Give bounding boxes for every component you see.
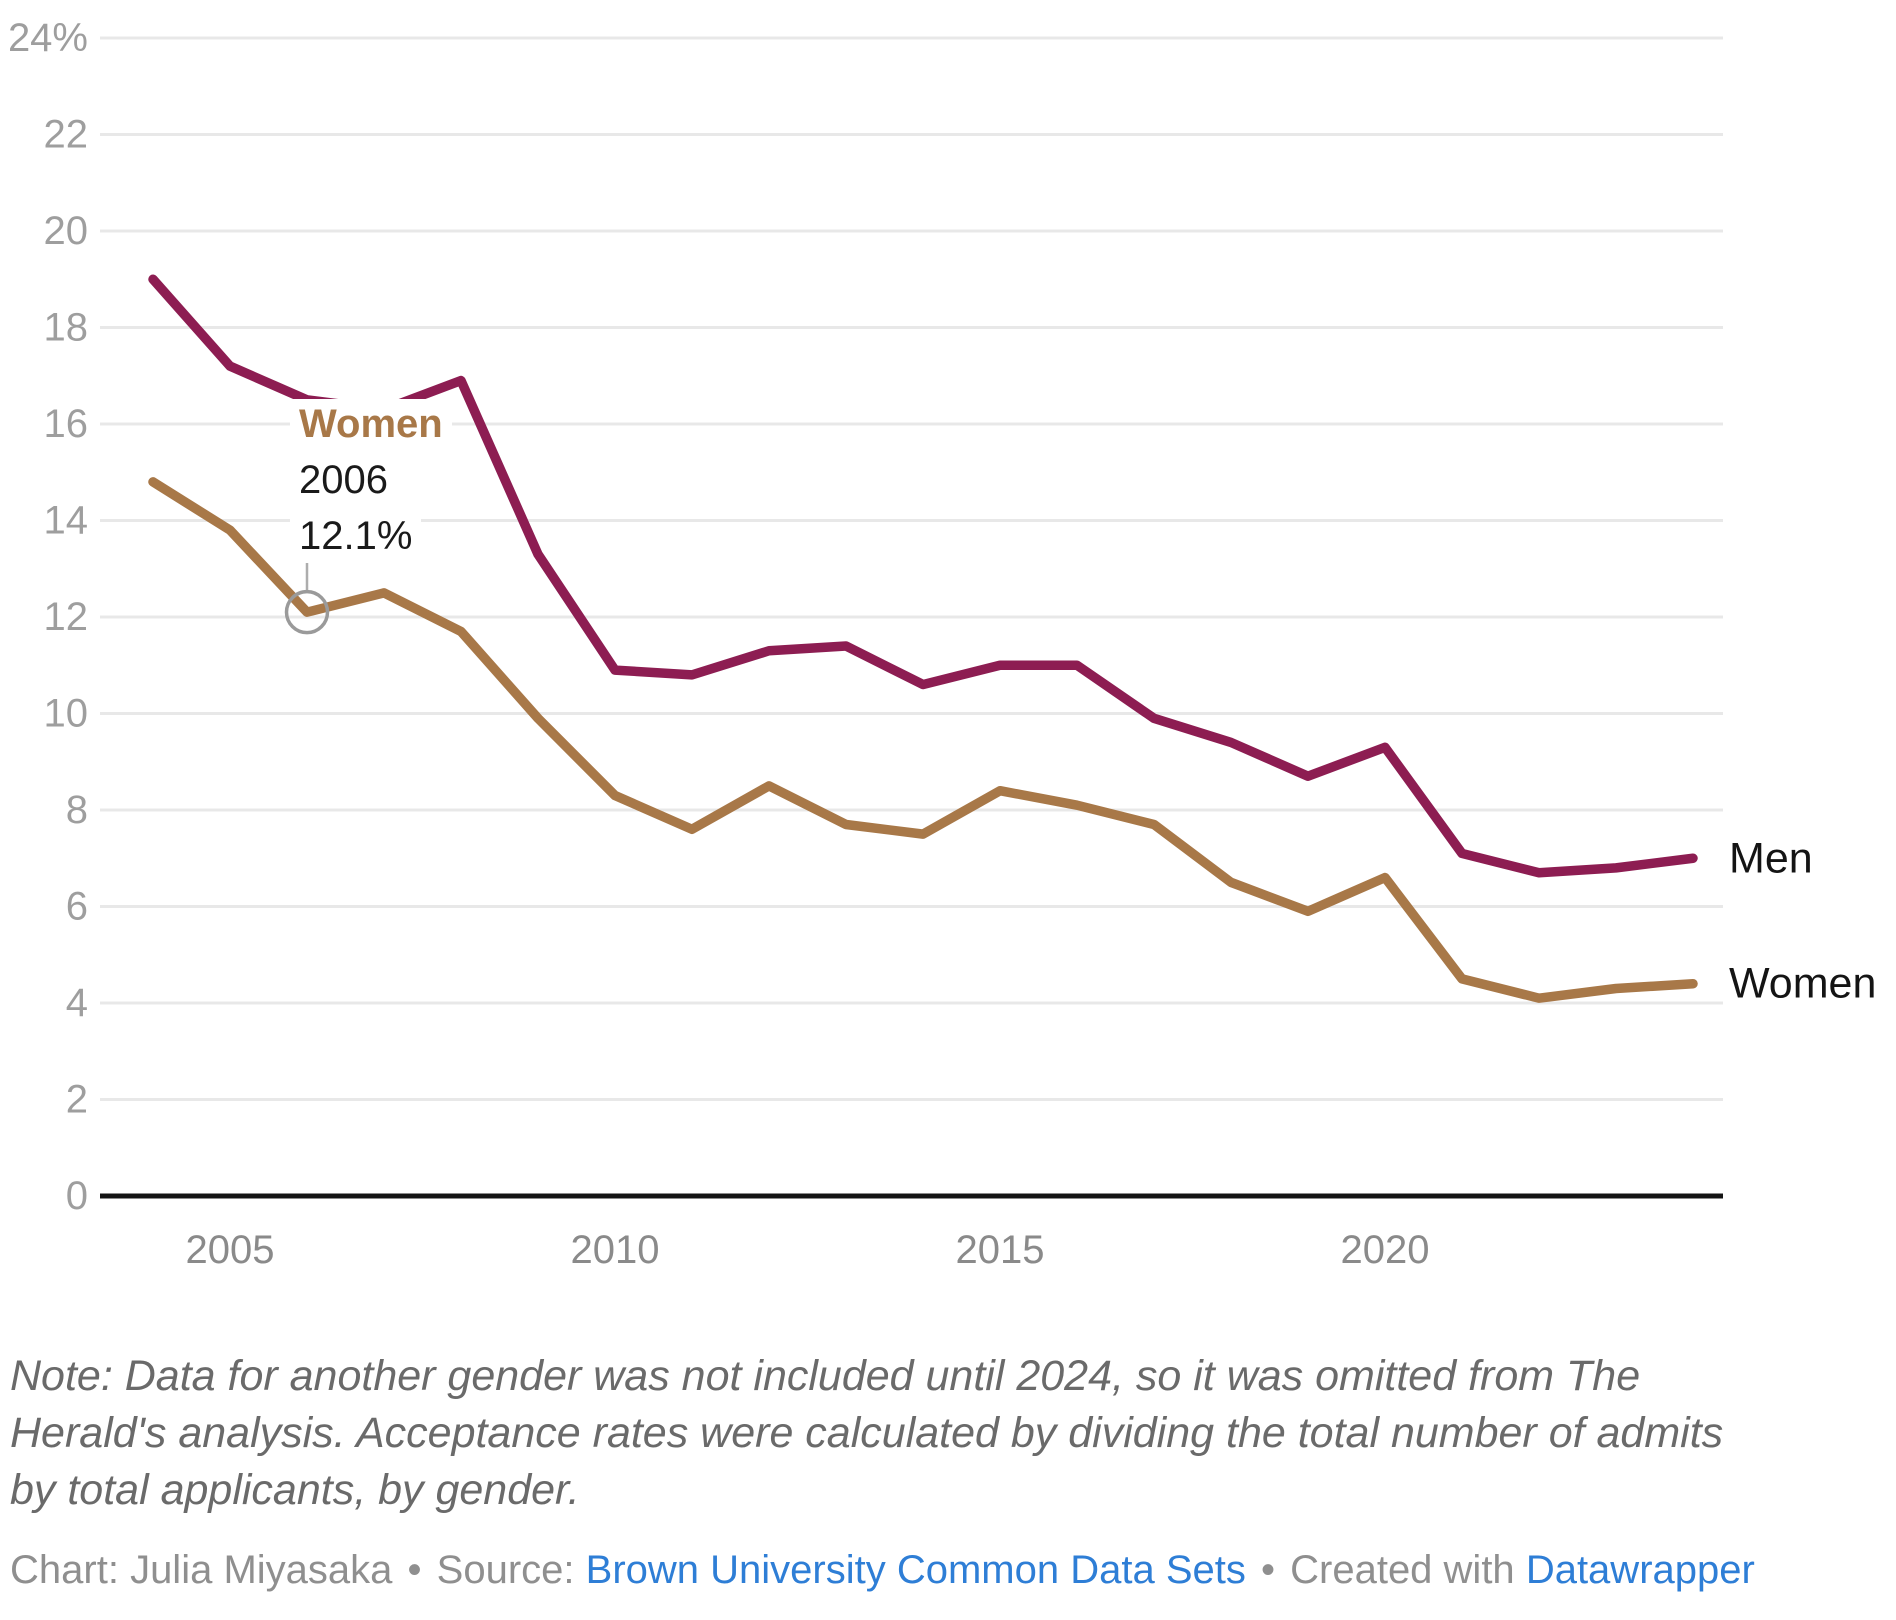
footer-source-link[interactable]: Brown University Common Data Sets	[585, 1548, 1246, 1592]
y-axis-tick-label: 0	[66, 1174, 88, 1218]
note-line: Note: Data for another gender was not in…	[10, 1352, 1641, 1400]
chart-note: Note: Data for another gender was not in…	[10, 1348, 1870, 1519]
footer-tool-link[interactable]: Datawrapper	[1525, 1548, 1755, 1592]
tooltip-annotation: Women 2006 12.1%	[290, 399, 452, 567]
y-axis-tick-label: 10	[44, 692, 89, 736]
y-axis-tick-label: 20	[44, 209, 89, 253]
note-line: Herald's analysis. Acceptance rates were…	[10, 1409, 1724, 1457]
series-end-label-men: Men	[1729, 834, 1813, 882]
footer-separator: •	[407, 1548, 422, 1592]
x-axis-tick-label: 2020	[1341, 1228, 1430, 1272]
y-axis-tick-label: 16	[44, 402, 89, 446]
annotation-marker-circle	[284, 589, 330, 635]
tooltip-value: 12.1%	[290, 511, 422, 563]
y-axis-tick-label: 22	[44, 113, 89, 157]
y-axis-tick-label: 12	[44, 595, 89, 639]
y-axis-tick-label: 8	[66, 788, 88, 832]
footer-created-label: Created with	[1290, 1548, 1515, 1592]
note-line: by total applicants, by gender.	[10, 1466, 580, 1514]
y-axis-tick-label: 6	[66, 885, 88, 929]
y-axis-tick-label: 18	[44, 306, 89, 350]
footer-source-label: Source:	[436, 1548, 575, 1592]
series-line-men	[148, 274, 1698, 878]
footer-separator: •	[1260, 1548, 1275, 1592]
chart-footer: Chart: Julia Miyasaka • Source: Brown Un…	[10, 1545, 1890, 1595]
tooltip-series-label: Women	[290, 399, 452, 451]
series-end-label-women: Women	[1729, 960, 1876, 1008]
series-line-women	[148, 477, 1698, 1003]
y-axis-tick-label: 14	[44, 499, 89, 543]
y-axis-tick-label: 2	[66, 1078, 88, 1122]
footer-author: Julia Miyasaka	[130, 1548, 393, 1592]
x-axis-tick-label: 2015	[956, 1228, 1045, 1272]
footer-chart-label: Chart:	[10, 1548, 119, 1592]
x-axis-tick-label: 2005	[186, 1228, 275, 1272]
x-axis-tick-label: 2010	[571, 1228, 660, 1272]
y-axis-tick-label: 4	[66, 981, 88, 1025]
tooltip-year: 2006	[290, 455, 397, 507]
y-axis-tick-label: 24%	[8, 16, 88, 60]
